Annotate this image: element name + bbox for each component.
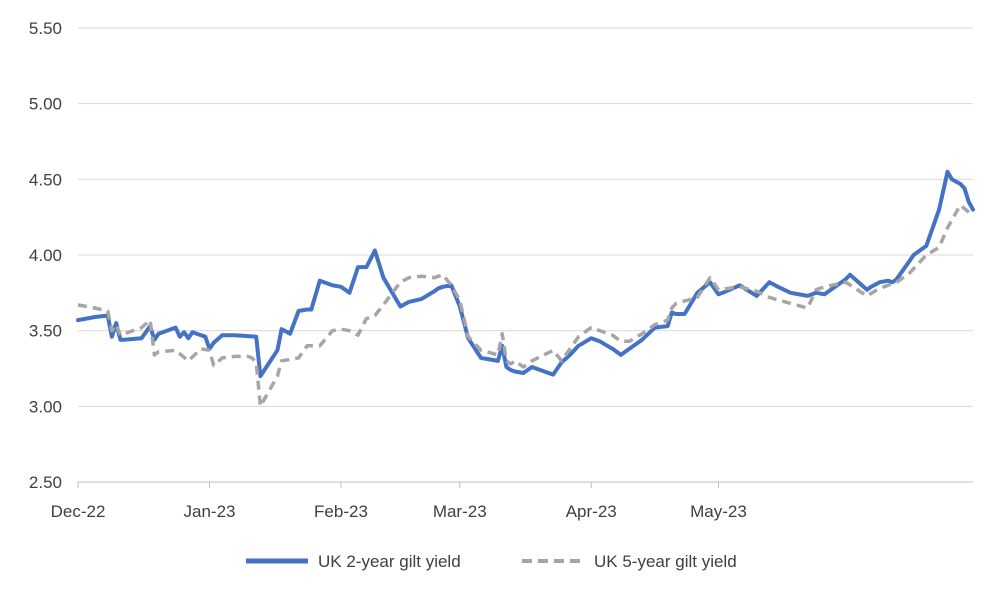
x-tick-label: Dec-22 [51,502,106,521]
series-line-2yr [76,169,975,379]
axes: 2.50 3.00 3.50 4.00 4.50 5.00 5.50 Dec-22 Jan-23… [29,19,973,521]
y-tick-label: 3.50 [29,322,62,341]
series-line-5yr [77,203,975,409]
y-tick-label: 2.50 [29,473,62,492]
y-tick-label: 4.50 [29,170,62,189]
legend: UK 2-year gilt yield UK 5-year gilt yiel… [246,552,737,571]
y-tick-label: 3.00 [29,397,62,416]
x-tick-label: Mar-23 [433,502,487,521]
legend-item-5yr: UK 5-year gilt yield [522,552,737,571]
legend-label-2yr: UK 2-year gilt yield [318,552,461,571]
legend-item-2yr: UK 2-year gilt yield [246,552,461,571]
x-tick-label: Jan-23 [184,502,236,521]
series-lines [76,169,975,409]
y-tick-label: 4.00 [29,246,62,265]
gridlines [78,27,973,407]
x-tick-label: Apr-23 [566,502,617,521]
legend-label-5yr: UK 5-year gilt yield [594,552,737,571]
y-tick-label: 5.50 [29,19,62,38]
x-tick-label: May-23 [690,502,747,521]
x-tick-label: Feb-23 [314,502,368,521]
y-tick-label: 5.00 [29,95,62,114]
